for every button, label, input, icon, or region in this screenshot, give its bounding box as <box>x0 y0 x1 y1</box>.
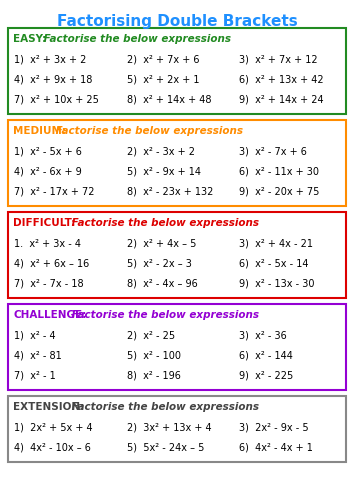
Bar <box>8 304 346 390</box>
Text: 6)  x² - 11x + 30: 6) x² - 11x + 30 <box>239 167 319 177</box>
Text: 1)  x² - 5x + 6: 1) x² - 5x + 6 <box>14 147 82 157</box>
Text: 5)  x² - 9x + 14: 5) x² - 9x + 14 <box>127 167 201 177</box>
Text: 3)  x² + 4x - 21: 3) x² + 4x - 21 <box>239 239 313 249</box>
Text: EXTENSION:: EXTENSION: <box>13 402 84 412</box>
Text: 9)  x² + 14x + 24: 9) x² + 14x + 24 <box>239 95 324 105</box>
Bar <box>8 28 346 114</box>
Text: 4)  4x² - 10x – 6: 4) 4x² - 10x – 6 <box>14 443 91 453</box>
Text: 1)  x² - 4: 1) x² - 4 <box>14 331 56 341</box>
Text: Factorise the below expressions: Factorise the below expressions <box>68 218 259 228</box>
Text: Factorising Double Brackets: Factorising Double Brackets <box>57 14 297 29</box>
Text: CHALLENGE:: CHALLENGE: <box>13 310 86 320</box>
Text: 5)  x² + 2x + 1: 5) x² + 2x + 1 <box>127 75 199 85</box>
Text: 3)  2x² - 9x - 5: 3) 2x² - 9x - 5 <box>239 423 309 433</box>
Text: 6)  x² - 144: 6) x² - 144 <box>239 351 293 361</box>
Text: 8)  x² + 14x + 48: 8) x² + 14x + 48 <box>127 95 211 105</box>
Text: 2)  x² - 25: 2) x² - 25 <box>127 331 175 341</box>
Text: 2)  x² + 4x – 5: 2) x² + 4x – 5 <box>127 239 196 249</box>
Text: 5)  5x² - 24x – 5: 5) 5x² - 24x – 5 <box>127 443 204 453</box>
Text: 8)  x² - 4x – 96: 8) x² - 4x – 96 <box>127 279 198 289</box>
Text: 1.  x² + 3x - 4: 1. x² + 3x - 4 <box>14 239 81 249</box>
Text: 2)  3x² + 13x + 4: 2) 3x² + 13x + 4 <box>127 423 211 433</box>
Text: 1)  2x² + 5x + 4: 1) 2x² + 5x + 4 <box>14 423 93 433</box>
Text: Factorise the below expressions: Factorise the below expressions <box>51 126 242 136</box>
Text: 3)  x² + 7x + 12: 3) x² + 7x + 12 <box>239 55 318 65</box>
Text: Factorise the below expressions: Factorise the below expressions <box>68 402 259 412</box>
Text: 2)  x² + 7x + 6: 2) x² + 7x + 6 <box>127 55 199 65</box>
Text: 6)  4x² - 4x + 1: 6) 4x² - 4x + 1 <box>239 443 313 453</box>
Text: 4)  x² + 6x – 16: 4) x² + 6x – 16 <box>14 259 89 269</box>
Text: 7)  x² + 10x + 25: 7) x² + 10x + 25 <box>14 95 99 105</box>
Text: 6)  x² + 13x + 42: 6) x² + 13x + 42 <box>239 75 324 85</box>
Text: DIFFICULT:: DIFFICULT: <box>13 218 75 228</box>
Text: 3)  x² - 7x + 6: 3) x² - 7x + 6 <box>239 147 307 157</box>
Bar <box>8 120 346 206</box>
Text: Factorise the below expressions: Factorise the below expressions <box>40 34 232 44</box>
Text: 5)  x² - 100: 5) x² - 100 <box>127 351 181 361</box>
Text: 2)  x² - 3x + 2: 2) x² - 3x + 2 <box>127 147 195 157</box>
Text: 3)  x² - 36: 3) x² - 36 <box>239 331 287 341</box>
Text: 9)  x² - 13x - 30: 9) x² - 13x - 30 <box>239 279 315 289</box>
Text: 1)  x² + 3x + 2: 1) x² + 3x + 2 <box>14 55 86 65</box>
Text: Factorise the below expressions: Factorise the below expressions <box>68 310 259 320</box>
Text: 7)  x² - 17x + 72: 7) x² - 17x + 72 <box>14 187 95 197</box>
Text: 4)  x² + 9x + 18: 4) x² + 9x + 18 <box>14 75 92 85</box>
Text: 6)  x² - 5x - 14: 6) x² - 5x - 14 <box>239 259 309 269</box>
Text: 8)  x² - 23x + 132: 8) x² - 23x + 132 <box>127 187 213 197</box>
Text: 8)  x² - 196: 8) x² - 196 <box>127 371 181 381</box>
Text: MEDIUM:: MEDIUM: <box>13 126 66 136</box>
Text: 7)  x² - 7x - 18: 7) x² - 7x - 18 <box>14 279 84 289</box>
Text: 7)  x² - 1: 7) x² - 1 <box>14 371 56 381</box>
Bar <box>8 212 346 298</box>
Text: 9)  x² - 225: 9) x² - 225 <box>239 371 293 381</box>
Text: 4)  x² - 81: 4) x² - 81 <box>14 351 62 361</box>
Text: 9)  x² - 20x + 75: 9) x² - 20x + 75 <box>239 187 320 197</box>
Text: EASY:: EASY: <box>13 34 46 44</box>
Text: 5)  x² - 2x – 3: 5) x² - 2x – 3 <box>127 259 192 269</box>
Bar <box>8 396 346 462</box>
Text: 4)  x² - 6x + 9: 4) x² - 6x + 9 <box>14 167 82 177</box>
